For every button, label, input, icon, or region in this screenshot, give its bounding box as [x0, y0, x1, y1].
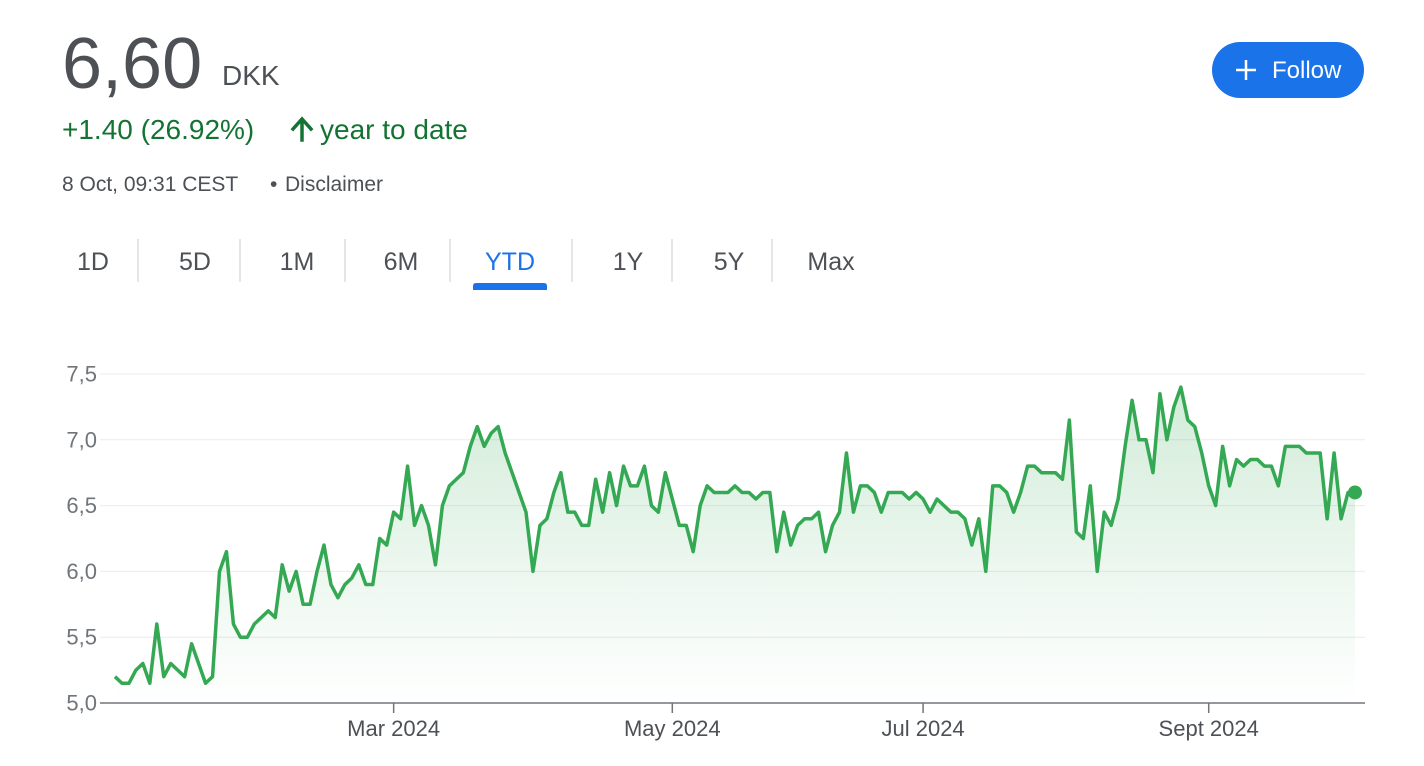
follow-button[interactable]: Follow [1212, 42, 1364, 98]
range-tab[interactable]: 5Y [714, 248, 745, 276]
y-tick-label: 7,0 [66, 427, 97, 452]
range-tabs: 1D 5D 1M 6M YTD 1Y 5Y Max [77, 239, 855, 290]
range-tab[interactable]: 1D [77, 248, 109, 276]
change: +1.40 (26.92%) [62, 114, 254, 145]
y-tick-label: 7,5 [66, 362, 97, 387]
y-tick-label: 6,5 [66, 493, 97, 518]
up-arrow-icon [290, 116, 314, 142]
chart: 5,0 5,5 6,0 6,5 7,0 7,5 Mar 2024 May 2024 Jul 20… [66, 362, 1365, 741]
price: 6,60 [62, 24, 202, 104]
area-fill [115, 387, 1355, 703]
timestamp: 8 Oct, 09:31 CEST [62, 173, 238, 196]
x-tick-label: May 2024 [624, 716, 721, 741]
follow-label: Follow [1272, 57, 1342, 84]
separator: • [270, 173, 277, 196]
y-tick-label: 6,0 [66, 559, 97, 584]
selected-tab-indicator [473, 283, 547, 290]
currency: DKK [222, 60, 280, 91]
follow-button-bg [1212, 42, 1364, 98]
y-tick-label: 5,0 [66, 691, 97, 716]
x-tick-label: Mar 2024 [347, 716, 440, 741]
plus-icon [1236, 60, 1256, 80]
range-tab[interactable]: 1M [280, 248, 315, 276]
x-tick-label: Sept 2024 [1159, 716, 1259, 741]
period: year to date [320, 114, 468, 145]
range-tab[interactable]: 1Y [613, 248, 644, 276]
range-tab[interactable]: YTD [485, 248, 535, 276]
disclaimer-link[interactable]: Disclaimer [285, 173, 383, 196]
range-tab[interactable]: Max [807, 248, 855, 276]
range-tab[interactable]: 5D [179, 248, 211, 276]
x-tick-label: Jul 2024 [881, 716, 964, 741]
price-line [113, 385, 1355, 686]
y-tick-label: 5,5 [66, 625, 97, 650]
range-tab[interactable]: 6M [384, 248, 419, 276]
last-point [1348, 485, 1362, 500]
